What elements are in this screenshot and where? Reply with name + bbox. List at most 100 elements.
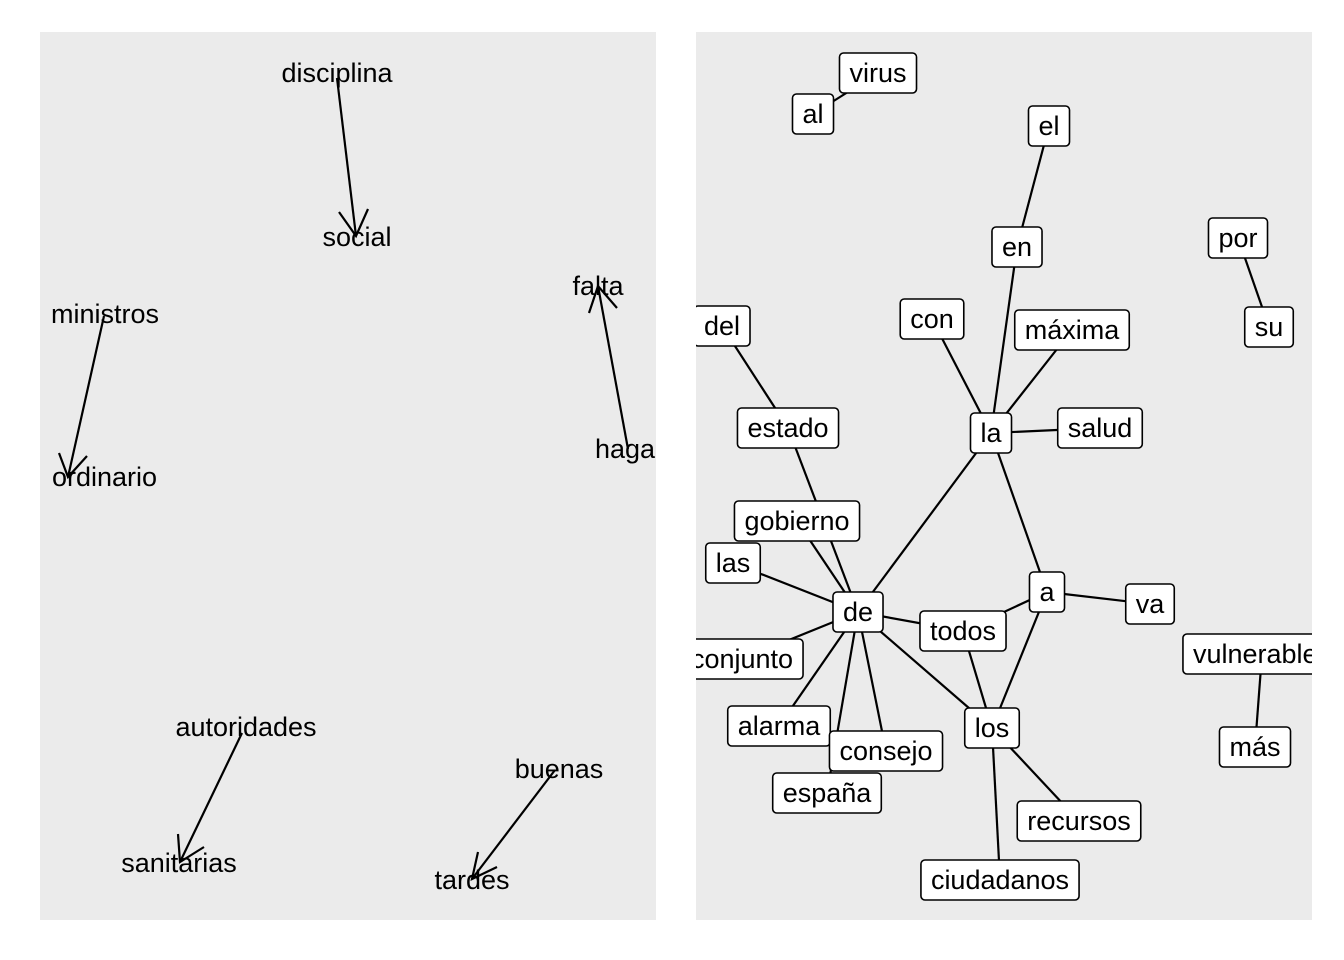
node-box [899,298,965,340]
word-falta: falta [572,271,624,301]
node-box [1016,800,1142,842]
arrow-autoridades-sanitarias [176,732,243,864]
word-social: social [322,222,391,252]
word-ministros: ministros [51,299,159,329]
node-box [832,591,884,633]
node-label: al [802,99,823,129]
node-label: estado [747,413,828,443]
node-box [1124,583,1176,625]
word-ordinario: ordinario [52,462,157,492]
node-virus: virus [838,52,918,94]
node-box [838,52,918,94]
node-label: conjunto [691,644,793,674]
node-box [1207,217,1269,259]
node-box [736,407,840,449]
node-box [1056,407,1144,449]
node-recursos: recursos [1016,800,1142,842]
arrow-haga-falta [587,283,630,450]
node-label: alarma [738,711,822,741]
node-label: las [716,548,751,578]
node-label: por [1218,223,1257,253]
node-box [919,610,1007,652]
node-las: las [704,542,762,584]
node-box [1182,633,1312,675]
node-label: en [1002,232,1032,262]
node-label: el [1038,111,1059,141]
node-todos: todos [919,610,1007,652]
word-disciplina: disciplina [281,58,393,88]
node-salud: salud [1056,407,1144,449]
edge-en-la [989,246,1019,434]
node-label: todos [930,616,996,646]
node-box [828,730,944,772]
node-espana: españa [771,772,883,814]
node-label: su [1255,312,1284,342]
word-tardes: tardes [434,865,509,895]
node-box [991,226,1043,268]
word-haga: haga [595,434,656,464]
edge-la-de [857,432,992,613]
node-label: ciudadanos [931,865,1069,895]
node-maxima: máxima [1013,309,1131,351]
word-sanitarias: sanitarias [121,848,237,878]
node-box [963,707,1021,749]
node-conjunto: conjunto [691,638,804,680]
word-buenas: buenas [515,754,604,784]
node-label: salud [1068,413,1133,443]
node-label: del [704,311,740,341]
node-label: de [843,597,873,627]
node-box [1013,309,1131,351]
node-con: con [899,298,965,340]
node-box [726,705,832,747]
node-label: a [1039,577,1055,607]
node-box [704,542,762,584]
node-label: los [975,713,1010,743]
node-label: españa [783,778,873,808]
node-box [920,859,1080,901]
node-label: recursos [1027,806,1131,836]
node-consejo: consejo [828,730,944,772]
node-label: va [1136,589,1166,619]
node-box [696,638,804,680]
node-box [733,500,861,542]
node-label: gobierno [744,506,849,536]
node-de: de [832,591,884,633]
node-label: máxima [1025,315,1120,345]
node-label: con [910,304,954,334]
node-ciudadanos: ciudadanos [920,859,1080,901]
node-en: en [991,226,1043,268]
edge-la-a [989,432,1049,593]
right-panel-background [696,32,1312,920]
node-a: a [1028,571,1066,613]
node-estado: estado [736,407,840,449]
arrow-disciplina-social [335,77,370,239]
node-box [791,93,835,135]
edge-a-los [990,591,1049,729]
node-gobierno: gobierno [733,500,861,542]
arrow-ministros-ordinario [57,315,106,480]
node-del: del [696,305,751,347]
arrow-buenas-tardes [470,769,556,881]
node-label: la [980,418,1002,448]
node-vulnerables: vulnerables [1182,633,1312,675]
node-box [1028,571,1066,613]
node-label: consejo [839,736,932,766]
node-label: más [1229,732,1280,762]
node-los: los [963,707,1021,749]
node-box [969,412,1013,454]
edge-de-consejo [856,611,888,752]
node-el: el [1027,105,1071,147]
node-mas: más [1218,726,1292,768]
node-box [1027,105,1071,147]
node-la: la [969,412,1013,454]
node-va: va [1124,583,1176,625]
node-box [1243,306,1295,348]
node-label: virus [849,58,906,88]
node-box [696,305,751,347]
node-box [771,772,883,814]
left-panel: disciplina social ministros ordinario fa… [40,32,656,920]
node-box [1218,726,1292,768]
